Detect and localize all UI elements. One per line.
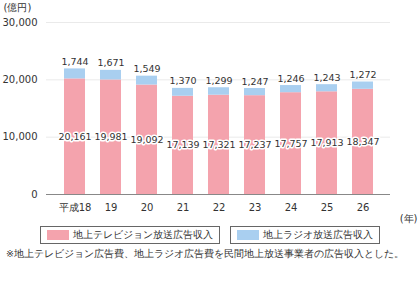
svg-text:1,246: 1,246 bbox=[277, 73, 304, 84]
svg-text:1,671: 1,671 bbox=[97, 57, 124, 68]
svg-text:17,237: 17,237 bbox=[238, 139, 271, 150]
svg-text:17,913: 17,913 bbox=[310, 137, 343, 148]
svg-text:1,299: 1,299 bbox=[205, 75, 232, 86]
svg-text:17,139: 17,139 bbox=[166, 139, 199, 150]
svg-text:17,757: 17,757 bbox=[274, 138, 307, 149]
svg-text:19,092: 19,092 bbox=[130, 134, 163, 145]
svg-text:1,549: 1,549 bbox=[133, 63, 160, 74]
svg-text:20,000: 20,000 bbox=[3, 74, 38, 85]
svg-text:30,000: 30,000 bbox=[3, 17, 38, 28]
svg-text:平成18: 平成18 bbox=[59, 202, 92, 213]
svg-text:1,370: 1,370 bbox=[169, 75, 196, 86]
svg-text:17,321: 17,321 bbox=[202, 139, 235, 150]
svg-text:23: 23 bbox=[249, 202, 262, 213]
svg-text:1,272: 1,272 bbox=[349, 69, 376, 80]
svg-text:24: 24 bbox=[285, 202, 298, 213]
svg-text:25: 25 bbox=[321, 202, 334, 213]
svg-text:22: 22 bbox=[213, 202, 226, 213]
svg-text:20,161: 20,161 bbox=[58, 131, 91, 142]
svg-text:19: 19 bbox=[105, 202, 118, 213]
svg-text:1,744: 1,744 bbox=[61, 56, 88, 67]
svg-text:(億円): (億円) bbox=[4, 2, 32, 13]
svg-text:(年): (年) bbox=[400, 213, 418, 224]
svg-text:1,243: 1,243 bbox=[313, 72, 340, 83]
svg-text:1,247: 1,247 bbox=[241, 76, 268, 87]
html-text:※地上テレビジョン広告費、地上ラジオ広告費を民間地上放送事業: ※地上テレビジョン広告費、地上ラジオ広告費を民間地上放送事業者の広告収入とした。 bbox=[6, 248, 404, 259]
svg-text:0: 0 bbox=[31, 189, 37, 200]
html-text:地上テレビジョン放送広告収入: 地上テレビジョン放送広告収入 bbox=[73, 229, 213, 240]
svg-text:26: 26 bbox=[357, 202, 370, 213]
svg-text:21: 21 bbox=[177, 202, 190, 213]
svg-text:10,000: 10,000 bbox=[3, 131, 38, 142]
svg-text:19,981: 19,981 bbox=[94, 131, 127, 142]
svg-text:20: 20 bbox=[141, 202, 154, 213]
svg-text:18,347: 18,347 bbox=[346, 136, 379, 147]
html-text:地上ラジオ放送広告収入: 地上ラジオ放送広告収入 bbox=[263, 229, 373, 240]
